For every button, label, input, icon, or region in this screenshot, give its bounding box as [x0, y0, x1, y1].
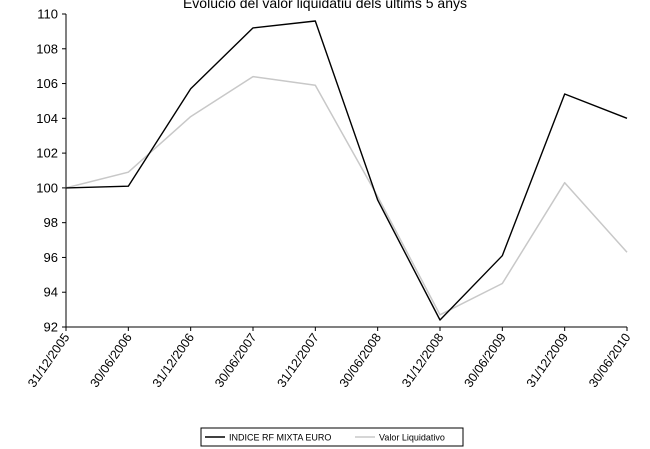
y-tick-label: 102 — [36, 146, 58, 161]
legend-label-valor-liquidativo: Valor Liquidativo — [379, 433, 445, 443]
legend: INDICE RF MIXTA EURO Valor Liquidativo — [200, 427, 464, 447]
x-tick-label: 31/12/2008 — [399, 331, 446, 390]
legend-box — [200, 427, 464, 447]
x-tick-label: 30/06/2009 — [461, 331, 508, 390]
x-tick-label: 31/12/2005 — [25, 331, 72, 390]
x-tick-label: 30/06/2007 — [212, 331, 259, 390]
series-line-indice-rf-mixta-euro — [65, 20, 628, 321]
y-tick-label: 92 — [44, 320, 58, 335]
y-tick-label: 104 — [36, 111, 58, 126]
legend-label-indice-rf-mixta-euro: INDICE RF MIXTA EURO — [229, 433, 331, 443]
x-tick-label: 31/12/2007 — [274, 331, 321, 390]
y-tick-label: 100 — [36, 180, 58, 195]
y-tick-label: 110 — [37, 7, 58, 22]
y-tick-label: 96 — [44, 250, 58, 265]
chart-title: Evolució del valor liquidatiu dels últim… — [183, 0, 467, 11]
y-tick-label: 98 — [44, 215, 58, 230]
x-tick-label: 30/06/2010 — [586, 331, 633, 390]
y-tick-label: 108 — [36, 41, 58, 56]
x-tick-label: 31/12/2006 — [150, 331, 197, 390]
x-tick-label: 31/12/2009 — [524, 331, 571, 390]
series-line-valor-liquidativo — [65, 75, 628, 316]
plot-area: 92 94 96 98 100 102 104 106 108 110 31/12/2005 30/0… — [25, 7, 633, 390]
y-tick-label: 94 — [44, 285, 58, 300]
x-tick-label: 30/06/2008 — [337, 331, 384, 390]
x-tick-label: 30/06/2006 — [87, 331, 134, 390]
y-tick-label: 106 — [36, 76, 58, 91]
